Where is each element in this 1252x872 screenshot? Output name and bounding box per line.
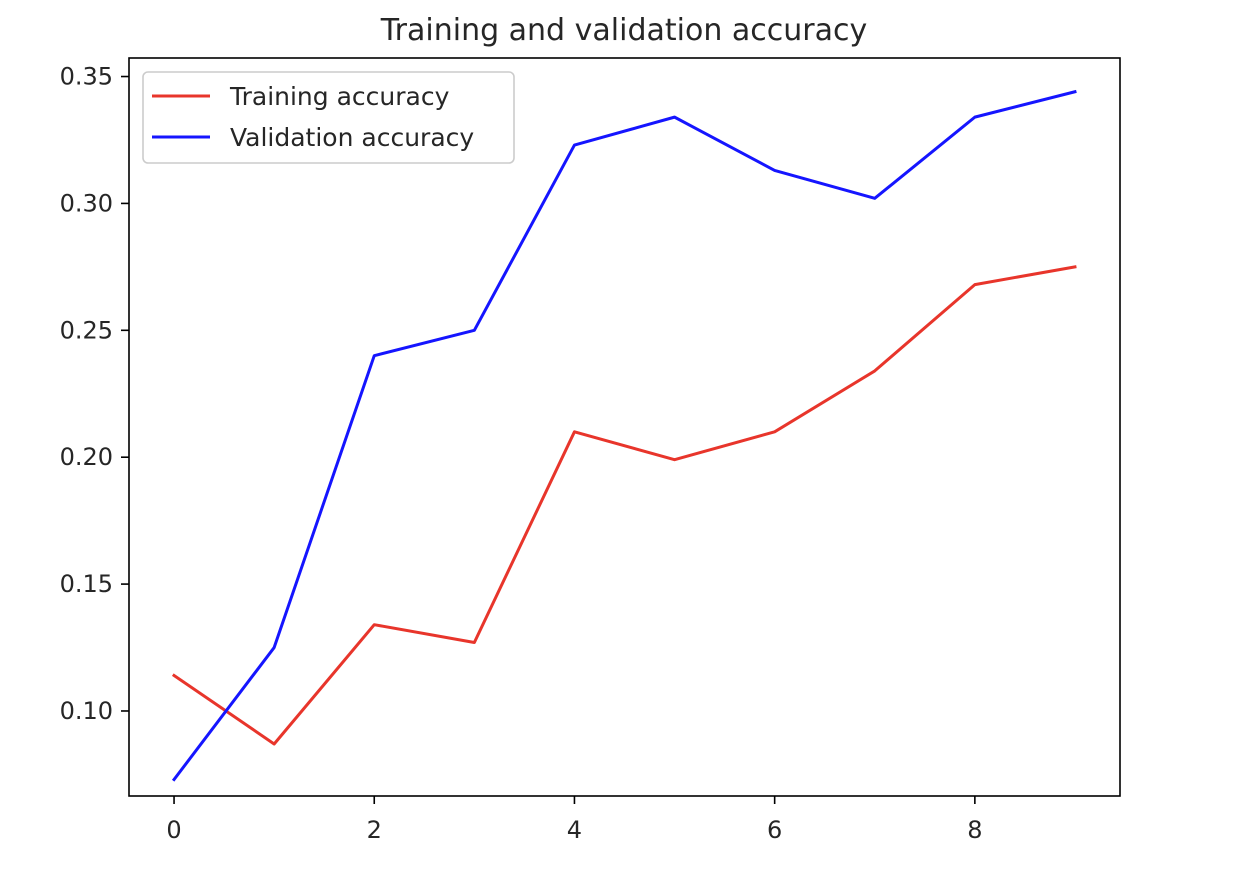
x-tick-label: 8 — [967, 816, 982, 844]
y-tick-label: 0.20 — [60, 443, 113, 471]
x-tick-label: 0 — [166, 816, 181, 844]
series-line-training — [171, 265, 1077, 746]
y-tick-label: 0.25 — [60, 316, 113, 344]
legend-box — [142, 71, 515, 164]
y-tick-label: 0.15 — [60, 570, 113, 598]
x-tick-label: 6 — [767, 816, 782, 844]
chart-title: Training and validation accuracy — [380, 13, 867, 48]
y-tick-label: 0.10 — [60, 697, 113, 725]
x-tick-label: 4 — [567, 816, 582, 844]
series-line-validation — [171, 89, 1077, 782]
x-tick-label: 2 — [367, 816, 382, 844]
legend-label: Validation accuracy — [230, 123, 474, 152]
legend-label: Training accuracy — [229, 82, 450, 111]
plot-frame — [128, 57, 1121, 797]
y-tick-label: 0.35 — [60, 63, 113, 91]
legend: Training accuracy Validation accuracy — [142, 71, 515, 164]
y-tick-label: 0.30 — [60, 189, 113, 217]
